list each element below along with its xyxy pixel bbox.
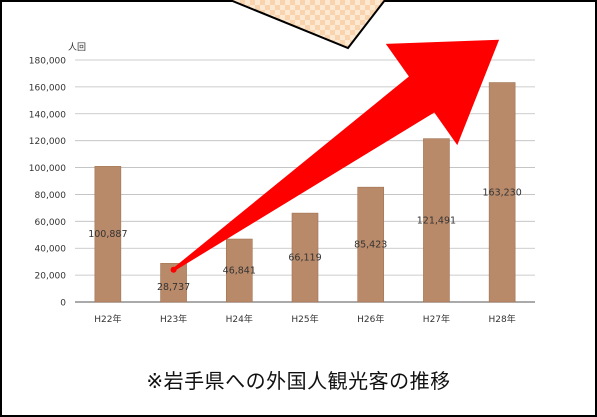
bar xyxy=(225,238,253,303)
data-label: 121,491 xyxy=(417,215,456,226)
x-tick-label: H25年 xyxy=(291,313,318,325)
x-axis: H22年 H23年 H24年 H25年 H26年 H27年 H28年 xyxy=(94,313,516,325)
x-tick-label: H28年 xyxy=(489,313,516,325)
bar xyxy=(357,186,385,303)
y-tick-label: 180,000 xyxy=(29,57,66,67)
y-tick-label: 60,000 xyxy=(35,218,67,228)
data-label: 163,230 xyxy=(482,187,521,198)
y-tick-label: 0 xyxy=(60,299,66,309)
y-tick-label: 140,000 xyxy=(29,110,66,120)
bars xyxy=(94,82,516,303)
bar xyxy=(423,138,450,303)
bar xyxy=(94,166,122,303)
data-label: 100,887 xyxy=(88,229,127,240)
chart-caption: ※岩手県への外国人観光客の推移 xyxy=(146,369,451,393)
y-tick-label: 20,000 xyxy=(35,272,67,282)
x-tick-label: H26年 xyxy=(357,313,384,325)
data-label: 46,841 xyxy=(223,266,256,277)
trend-arrow xyxy=(170,39,500,273)
data-labels: 100,887 28,737 46,841 66,119 85,423 121,491 16… xyxy=(88,187,522,293)
data-label: 85,423 xyxy=(354,240,387,251)
x-tick-label: H22年 xyxy=(94,313,121,325)
bar xyxy=(291,212,319,303)
y-tick-label: 80,000 xyxy=(35,191,67,201)
y-tick-label: 120,000 xyxy=(29,137,66,147)
x-tick-label: H27年 xyxy=(423,313,450,325)
arrow-origin xyxy=(170,266,177,273)
x-tick-label: H24年 xyxy=(226,313,253,325)
y-tick-label: 40,000 xyxy=(35,245,67,255)
speech-notch xyxy=(229,0,386,50)
bar xyxy=(488,82,516,303)
arrow-shape xyxy=(172,39,500,272)
data-label: 28,737 xyxy=(157,282,190,293)
y-tick-label: 160,000 xyxy=(29,83,66,93)
y-axis-unit: 人回 xyxy=(68,42,86,53)
y-axis: 0 20,000 40,000 60,000 80,000 100,000 120,000 1… xyxy=(29,57,66,309)
y-tick-label: 100,000 xyxy=(29,164,66,174)
data-label: 66,119 xyxy=(288,253,321,264)
x-tick-label: H23年 xyxy=(160,313,187,325)
